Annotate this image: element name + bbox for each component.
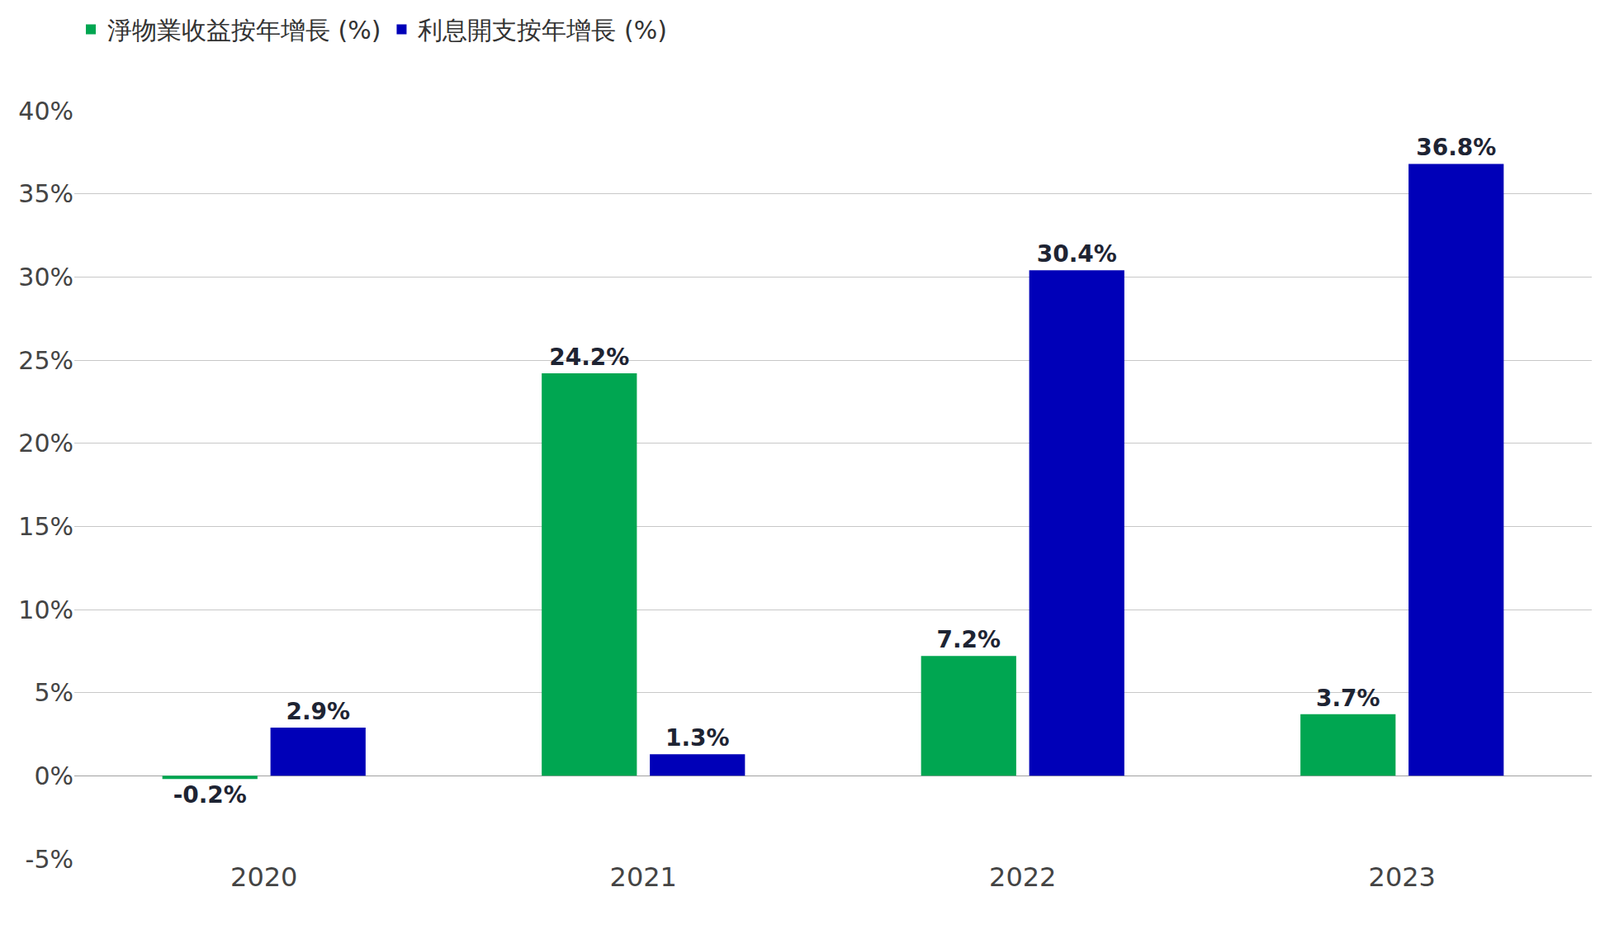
svg-text:30.4%: 30.4% xyxy=(1036,240,1118,268)
svg-text:2021: 2021 xyxy=(610,861,677,893)
svg-text:30%: 30% xyxy=(18,262,74,292)
svg-text:淨物業收益按年增長 (%): 淨物業收益按年增長 (%) xyxy=(107,15,381,45)
svg-text:2.9%: 2.9% xyxy=(285,697,351,725)
svg-text:1.3%: 1.3% xyxy=(665,724,730,752)
svg-text:15%: 15% xyxy=(18,511,74,541)
svg-text:7.2%: 7.2% xyxy=(936,625,1001,654)
svg-text:36.8%: 36.8% xyxy=(1415,133,1496,161)
svg-text:2020: 2020 xyxy=(230,861,298,893)
svg-text:2023: 2023 xyxy=(1368,861,1436,893)
svg-text:3.7%: 3.7% xyxy=(1315,684,1381,712)
svg-text:35%: 35% xyxy=(18,179,74,209)
svg-text:24.2%: 24.2% xyxy=(549,343,630,371)
svg-text:5%: 5% xyxy=(33,677,74,707)
svg-text:0%: 0% xyxy=(33,761,74,791)
svg-text:10%: 10% xyxy=(18,595,74,625)
svg-text:40%: 40% xyxy=(18,96,74,126)
svg-text:20%: 20% xyxy=(18,428,74,458)
svg-text:-5%: -5% xyxy=(25,844,74,874)
svg-text:利息開支按年增長 (%): 利息開支按年增長 (%) xyxy=(417,15,667,45)
svg-text:-0.2%: -0.2% xyxy=(173,781,247,809)
svg-text:2022: 2022 xyxy=(989,861,1056,893)
svg-text:25%: 25% xyxy=(18,345,74,375)
